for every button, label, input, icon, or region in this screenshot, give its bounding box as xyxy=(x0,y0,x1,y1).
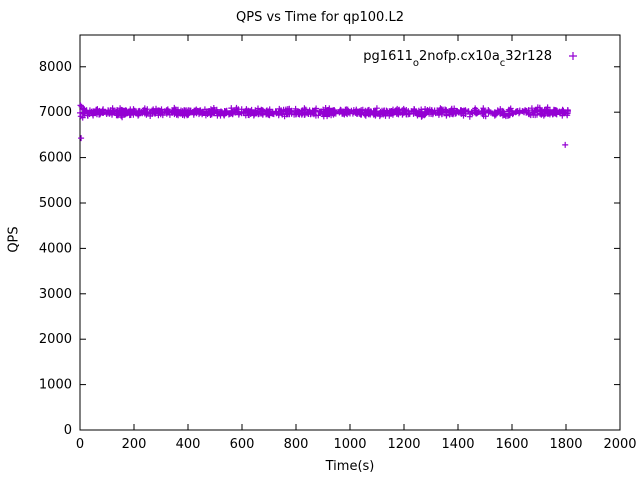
x-tick-label: 1400 xyxy=(441,437,474,452)
x-tick-label: 2000 xyxy=(603,437,636,452)
legend-label: pg1611o2nofp.cx10ac32r128 xyxy=(363,49,552,69)
chart-title: QPS vs Time for qp100.L2 xyxy=(236,10,404,25)
y-tick-label: 7000 xyxy=(39,105,72,120)
x-tick-label: 1200 xyxy=(387,437,420,452)
y-tick-label: 6000 xyxy=(39,151,72,166)
plot-border xyxy=(79,34,621,431)
data-series-points xyxy=(77,102,571,148)
x-tick-label: 1800 xyxy=(549,437,582,452)
x-tick-label: 400 xyxy=(176,437,201,452)
x-tick-label: 1600 xyxy=(495,437,528,452)
x-tick-label: 1000 xyxy=(333,437,366,452)
y-tick-label: 2000 xyxy=(39,332,72,347)
y-tick-label: 5000 xyxy=(39,196,72,211)
x-axis-label: Time(s) xyxy=(325,459,375,474)
y-tick-label: 4000 xyxy=(39,241,72,256)
x-tick-label: 200 xyxy=(122,437,147,452)
x-tick-label: 800 xyxy=(284,437,309,452)
y-tick-label: 0 xyxy=(64,423,72,438)
y-tick-label: 8000 xyxy=(39,60,72,75)
y-tick-label: 1000 xyxy=(39,378,72,393)
y-tick-label: 3000 xyxy=(39,287,72,302)
x-tick-label: 0 xyxy=(76,437,84,452)
legend-marker-icon xyxy=(569,52,577,60)
x-tick-label: 600 xyxy=(230,437,255,452)
